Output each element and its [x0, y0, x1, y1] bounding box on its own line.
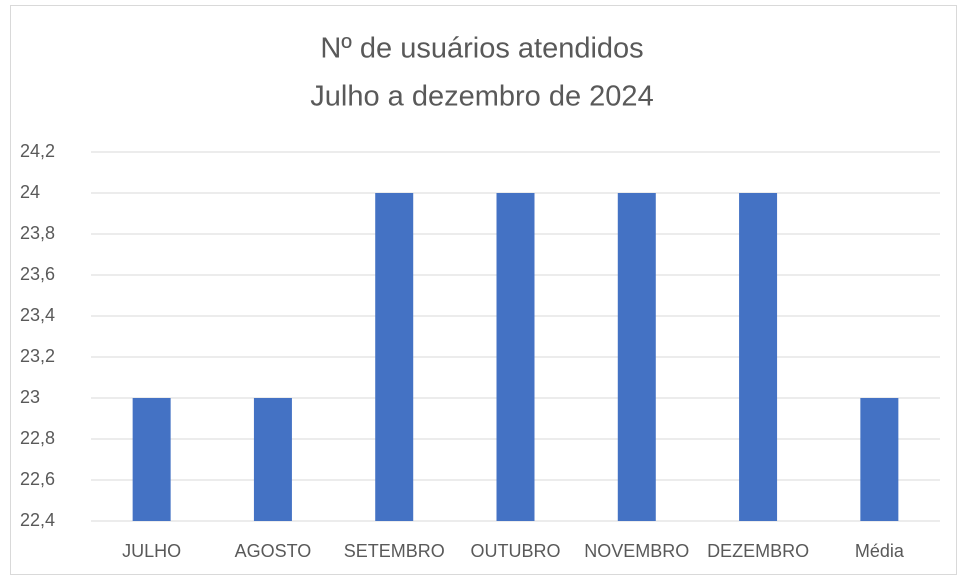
bar: [739, 193, 778, 521]
y-tick-label: 23,2: [20, 346, 55, 366]
x-tick-label: OUTUBRO: [471, 541, 561, 561]
y-tick-label: 23,6: [20, 264, 55, 284]
y-tick-label: 24: [20, 182, 40, 202]
y-tick-label: 23: [20, 387, 40, 407]
chart-title: Nº de usuários atendidos: [320, 33, 643, 65]
bar: [375, 193, 414, 521]
y-tick-label: 23,4: [20, 305, 55, 325]
y-tick-label: 23,8: [20, 223, 55, 243]
x-tick-label: DEZEMBRO: [707, 541, 809, 561]
x-tick-label: JULHO: [122, 541, 181, 561]
x-tick-label: AGOSTO: [235, 541, 312, 561]
bar: [132, 398, 171, 521]
y-tick-label: 22,4: [20, 510, 55, 530]
bar: [617, 193, 656, 521]
y-tick-label: 24,2: [20, 141, 55, 161]
bar: [496, 193, 535, 521]
chart-subtitle: Julho a dezembro de 2024: [310, 81, 653, 113]
y-tick-label: 22,6: [20, 469, 55, 489]
bar: [860, 398, 899, 521]
x-tick-label: Média: [855, 541, 905, 561]
y-tick-label: 22,8: [20, 428, 55, 448]
x-tick-label: SETEMBRO: [344, 541, 445, 561]
x-tick-label: NOVEMBRO: [584, 541, 689, 561]
bar: [253, 398, 292, 521]
